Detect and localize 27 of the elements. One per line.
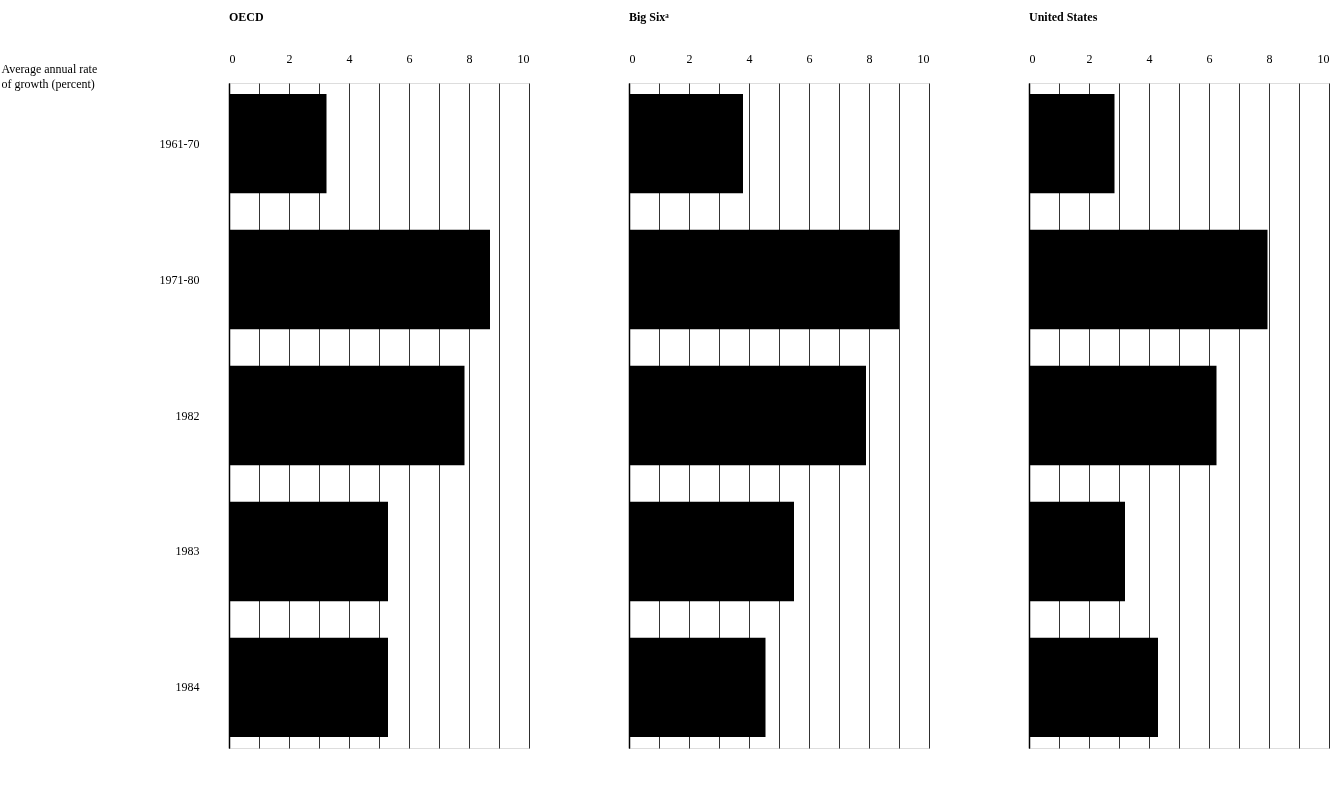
- x-tick-label: 8: [466, 51, 473, 66]
- x-tick-label: 4: [746, 51, 753, 66]
- x-tick-label: 10: [917, 51, 930, 66]
- x-tick-label: 4: [346, 51, 353, 66]
- chart-title: Big Sixᵃ: [629, 10, 670, 24]
- chart-title: OECD: [229, 10, 264, 24]
- x-tick-label: 2: [286, 51, 293, 66]
- x-tick-label: 10: [1317, 51, 1330, 66]
- x-tick-label: 6: [1206, 51, 1213, 66]
- y-tick-label: 1983: [175, 544, 200, 559]
- x-tick-label: 0: [1029, 51, 1036, 66]
- x-tick-label: 8: [866, 51, 873, 66]
- y-tick-label: 1971-80: [159, 272, 200, 287]
- chart-title: United States: [1029, 10, 1098, 24]
- x-tick-label: 0: [229, 51, 236, 66]
- y-tick-label: 1961-70: [159, 136, 200, 151]
- x-tick-label: 2: [1086, 51, 1093, 66]
- x-tick-label: 0: [629, 51, 636, 66]
- x-tick-label: 2: [686, 51, 693, 66]
- x-tick-label: 6: [806, 51, 813, 66]
- x-axis-title: Average annual rate of growth (percent): [1, 61, 98, 91]
- x-tick-label: 8: [1266, 51, 1273, 66]
- y-tick-label: 1984: [175, 680, 200, 695]
- x-tick-label: 4: [1146, 51, 1153, 66]
- y-tick-label: 1982: [175, 408, 200, 423]
- x-tick-label: 10: [517, 51, 530, 66]
- x-tick-label: 6: [406, 51, 413, 66]
